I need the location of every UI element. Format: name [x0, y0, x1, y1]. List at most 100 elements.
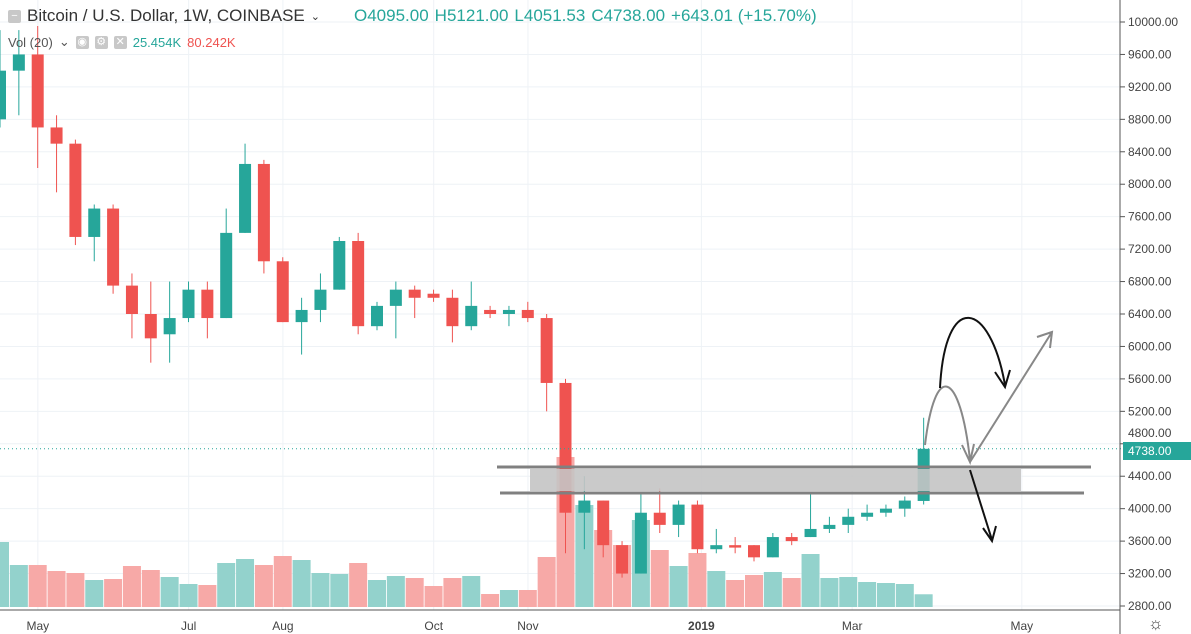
volume-bar	[198, 585, 217, 607]
last-price-label: 4738.00	[1123, 442, 1191, 460]
volume-label[interactable]: Vol (20)	[8, 34, 53, 50]
candle-body	[144, 314, 157, 339]
arrow-drawing	[939, 316, 1011, 390]
candle-body	[729, 545, 742, 548]
price-tick-label: 9600.00	[1128, 47, 1172, 61]
time-tick-label: Oct	[424, 619, 443, 633]
close-value: C4738.00	[591, 6, 666, 25]
volume-bar	[518, 590, 537, 607]
candle-body	[408, 289, 421, 298]
volume-legend: Vol (20) ⌄ ◉ ⚙ ✕ 25.454K 80.242K	[8, 34, 236, 50]
arrow-drawing	[924, 385, 975, 466]
candle-body	[0, 70, 6, 120]
chevron-down-icon[interactable]: ⌄	[58, 34, 70, 49]
volume-bar	[292, 560, 311, 607]
volume-bar	[745, 575, 763, 607]
candle-body	[276, 261, 289, 323]
volume-bar	[594, 530, 613, 607]
candle-body	[578, 500, 591, 513]
candle-body	[710, 545, 723, 550]
volume-bar	[462, 576, 481, 607]
candle-body	[182, 289, 195, 319]
candle-body	[861, 512, 874, 517]
volume-ma-value: 80.242K	[187, 34, 236, 50]
arrow-drawing	[969, 469, 997, 544]
candle-body	[88, 208, 101, 237]
volume-bar	[726, 580, 745, 607]
price-tick-label: 4800.00	[1128, 426, 1172, 440]
volume-bar	[801, 554, 820, 607]
volume-bar	[876, 583, 895, 607]
price-tick-label: 9200.00	[1128, 80, 1172, 94]
candle-body	[653, 512, 666, 525]
price-tick-label: 4400.00	[1128, 469, 1172, 483]
candle-body	[201, 289, 214, 319]
symbol-title[interactable]: Bitcoin / U.S. Dollar, 1W, COINBASE	[27, 6, 305, 25]
volume-bar	[763, 572, 782, 607]
gear-icon[interactable]: ⚙	[94, 35, 108, 49]
volume-bar	[104, 579, 123, 607]
candle-body	[484, 309, 497, 314]
volume-bar	[122, 566, 141, 607]
settings-gear-icon[interactable]: ☼	[1148, 614, 1164, 633]
volume-bar	[330, 574, 349, 607]
volume-bar	[141, 570, 160, 607]
volume-bar	[217, 563, 236, 607]
volume-bar	[424, 586, 443, 607]
candle-body	[333, 241, 346, 290]
price-tick-label: 3200.00	[1128, 567, 1172, 581]
candle-body	[879, 508, 892, 513]
volume-bar	[9, 565, 28, 607]
price-tick-label: 7200.00	[1128, 242, 1172, 256]
symbol-header: − Bitcoin / U.S. Dollar, 1W, COINBASE ⌄ O…	[8, 6, 817, 26]
time-tick-label: Mar	[842, 619, 863, 633]
volume-bar	[650, 550, 669, 607]
candle-body	[748, 545, 760, 558]
volume-bar	[707, 571, 726, 607]
candle-body	[691, 504, 704, 550]
price-tick-label: 8400.00	[1128, 145, 1172, 159]
volume-bar	[349, 563, 368, 607]
volume-bar	[160, 577, 179, 607]
support-zone-box	[530, 469, 1021, 491]
volume-bar	[254, 565, 273, 607]
eye-icon[interactable]: ◉	[75, 35, 89, 49]
candle-body	[597, 500, 610, 546]
volume-bar	[895, 584, 914, 607]
time-tick-label: Jul	[181, 619, 196, 633]
candle-body	[502, 309, 515, 314]
close-icon[interactable]: ✕	[113, 35, 127, 49]
candle-body	[804, 528, 817, 538]
volume-bar	[669, 566, 688, 607]
volume-bar	[443, 578, 462, 607]
candle-body	[521, 309, 534, 319]
collapse-icon[interactable]: −	[8, 9, 21, 23]
candle-body	[12, 54, 25, 71]
volume-bar	[85, 580, 104, 607]
candle-body	[371, 305, 383, 327]
price-tick-label: 8000.00	[1128, 177, 1172, 191]
candle-body	[220, 232, 233, 319]
candle-body	[446, 297, 459, 327]
chevron-down-icon[interactable]: ⌄	[310, 10, 320, 23]
time-tick-label: 2019	[688, 619, 715, 633]
time-tick-label: May	[1010, 619, 1033, 633]
candle-body	[898, 500, 911, 509]
time-tick-label: Nov	[517, 619, 538, 633]
volume-bar	[914, 594, 933, 607]
candle-body	[766, 537, 779, 558]
price-tick-label: 5600.00	[1128, 372, 1172, 386]
candle-body	[257, 163, 270, 262]
candle-body	[239, 163, 252, 233]
volume-value: 25.454K	[132, 34, 182, 50]
volume-bar	[820, 578, 839, 607]
volume-bar	[386, 576, 405, 607]
volume-bar	[311, 573, 330, 607]
price-tick-label: 6400.00	[1128, 307, 1172, 321]
low-value: L4051.53	[514, 6, 586, 25]
volume-bar	[839, 577, 858, 607]
volume-bar	[236, 559, 255, 607]
candle-body	[465, 305, 478, 327]
volume-bar	[858, 582, 877, 607]
